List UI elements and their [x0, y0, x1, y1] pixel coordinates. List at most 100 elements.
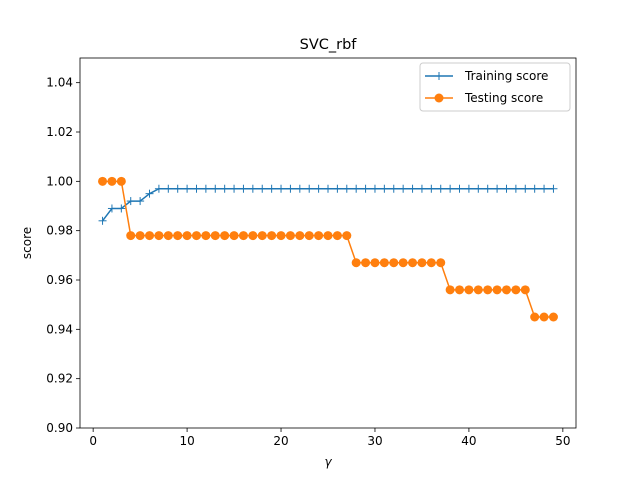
data-point-training [314, 184, 323, 193]
data-point-testing [379, 258, 389, 268]
data-point-testing [511, 285, 521, 295]
data-point-testing [238, 231, 248, 241]
plot-frame [79, 57, 577, 429]
data-point-training [173, 184, 182, 193]
data-point-training [427, 184, 436, 193]
data-point-training [370, 184, 379, 193]
data-point-training [408, 184, 417, 193]
data-point-testing [285, 231, 295, 241]
data-point-training [324, 184, 332, 193]
data-point-testing [220, 231, 230, 241]
data-point-testing [530, 312, 540, 322]
data-point-testing [182, 231, 192, 241]
x-tick-label: 10 [179, 434, 194, 448]
data-point-training [286, 184, 295, 193]
data-point-training [220, 184, 229, 193]
data-point-training [361, 184, 370, 193]
data-point-training [464, 184, 473, 193]
legend-item-testing: Testing score [425, 91, 543, 105]
data-point-testing [351, 258, 361, 268]
data-point-training [436, 184, 445, 193]
legend: Training score Testing score [419, 62, 571, 112]
data-point-testing [398, 258, 408, 268]
data-point-testing [539, 312, 549, 322]
data-point-training [145, 189, 154, 198]
data-point-testing [455, 285, 465, 295]
data-point-training [502, 184, 511, 193]
y-tick-label: 1.02 [46, 125, 73, 139]
x-tick-label: 50 [555, 434, 570, 448]
data-point-testing [332, 231, 342, 241]
series-layer [98, 176, 558, 322]
data-point-training [483, 184, 492, 193]
data-point-testing [417, 258, 427, 268]
data-point-testing [548, 312, 558, 322]
data-point-training [230, 184, 239, 193]
data-point-testing [173, 231, 183, 241]
data-point-training [277, 184, 286, 193]
y-tick-label: 0.92 [46, 372, 73, 386]
y-tick-label: 0.98 [46, 224, 73, 238]
data-point-testing [191, 231, 201, 241]
data-point-training [107, 204, 116, 213]
data-point-training [549, 184, 558, 193]
data-point-training [211, 184, 220, 193]
data-point-testing [408, 258, 418, 268]
y-tick-label: 0.96 [46, 273, 73, 287]
data-point-training [540, 184, 549, 193]
data-point-training [117, 204, 126, 213]
data-point-testing [361, 258, 371, 268]
data-point-testing [464, 285, 474, 295]
data-point-training [258, 184, 267, 193]
data-point-training [493, 184, 502, 193]
data-point-testing [426, 258, 436, 268]
data-point-testing [483, 285, 493, 295]
data-point-training [295, 184, 304, 193]
data-point-training [239, 184, 248, 193]
data-point-testing [154, 231, 164, 241]
data-point-training [192, 184, 201, 193]
data-point-training [455, 184, 464, 193]
data-point-training [446, 184, 455, 193]
x-tick-label: 20 [273, 434, 288, 448]
data-point-training [183, 184, 192, 193]
data-point-training [333, 184, 342, 193]
data-point-testing [257, 231, 267, 241]
data-point-testing [342, 231, 352, 241]
data-point-training [164, 184, 173, 193]
data-point-testing [163, 231, 173, 241]
data-point-testing [295, 231, 305, 241]
y-tick-label: 1.00 [46, 174, 73, 188]
data-point-testing [116, 176, 126, 186]
data-point-testing [201, 231, 211, 241]
data-point-testing [107, 176, 117, 186]
data-point-training [136, 197, 145, 206]
data-point-training [380, 184, 389, 193]
data-point-training [530, 184, 539, 193]
data-point-training [305, 184, 314, 193]
legend-item-training: Training score [425, 69, 548, 83]
x-tick-label: 0 [89, 434, 97, 448]
data-point-testing [276, 231, 286, 241]
data-point-testing [248, 231, 258, 241]
x-axis-label: γ [324, 455, 332, 469]
data-point-testing [501, 285, 511, 295]
plot-area [80, 58, 576, 428]
legend-circle-icon [434, 93, 444, 103]
chart-title: SVC_rbf [300, 37, 358, 53]
data-point-testing [520, 285, 530, 295]
data-point-testing [473, 285, 483, 295]
data-point-testing [135, 231, 145, 241]
data-point-testing [314, 231, 324, 241]
y-tick-label: 0.90 [46, 421, 73, 435]
x-tick-label: 30 [367, 434, 382, 448]
data-point-training [201, 184, 210, 193]
data-point-training [267, 184, 276, 193]
data-point-training [154, 184, 163, 193]
data-point-testing [304, 231, 314, 241]
data-point-training [511, 184, 520, 193]
data-point-training [352, 184, 361, 193]
data-point-testing [98, 176, 108, 186]
legend-label-training: Training score [464, 69, 548, 83]
